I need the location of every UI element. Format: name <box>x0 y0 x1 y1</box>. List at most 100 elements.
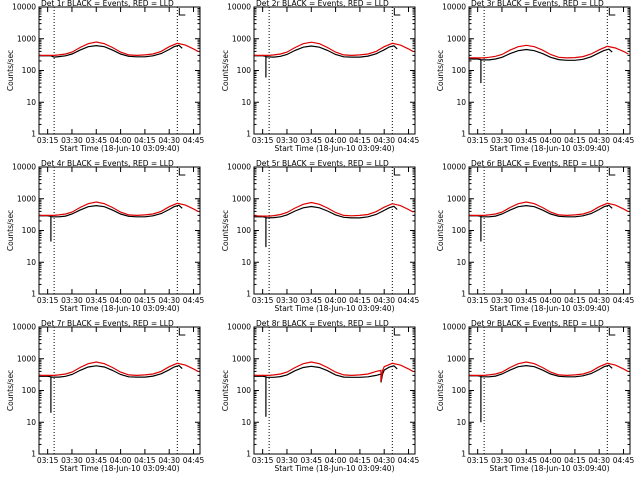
detector-panel: Det 3r BLACK = Events, RED = LLD 1 10 100 10… <box>436 0 635 153</box>
y-tick-label: 1000 <box>447 194 466 203</box>
x-tick-label: 04:00 <box>325 136 347 145</box>
y-tick-label: 10 <box>456 98 466 107</box>
panel-title: Det 4r BLACK = Events, RED = LLD <box>41 159 174 168</box>
plot-frame <box>38 6 201 135</box>
y-tick-label: 10000 <box>12 323 36 332</box>
plot-frame <box>468 166 631 295</box>
x-tick-label: 04:00 <box>540 296 562 305</box>
x-tick-label: 04:00 <box>325 296 347 305</box>
x-tick-label: 04:15 <box>349 296 371 305</box>
x-tick-label: 04:00 <box>110 456 132 465</box>
x-tick-label: 03:45 <box>300 456 322 465</box>
detector-panel: Det 1r BLACK = Events, RED = LLD 1 10 100 10… <box>6 0 205 153</box>
x-tick-label: 04:15 <box>134 456 156 465</box>
y-tick-label: 1 <box>461 450 466 459</box>
x-tick-label: 03:15 <box>37 296 59 305</box>
y-tick-label: 1 <box>246 130 251 139</box>
x-tick-label: 04:45 <box>183 296 205 305</box>
x-tick-label: 04:45 <box>183 136 205 145</box>
x-tick-label: 04:30 <box>158 296 180 305</box>
panel-title: Det 8r BLACK = Events, RED = LLD <box>256 319 389 328</box>
x-tick-label: 03:45 <box>85 136 107 145</box>
y-axis-label: Counts/sec <box>221 370 230 411</box>
y-tick-label: 1000 <box>17 194 36 203</box>
x-tick-label: 03:30 <box>61 296 83 305</box>
y-tick-label: 1 <box>31 450 36 459</box>
x-tick-label: 03:15 <box>467 456 489 465</box>
events-series-line <box>469 48 613 84</box>
lld-series-line <box>469 201 629 217</box>
x-tick-label: 04:15 <box>134 296 156 305</box>
y-tick-label: 1 <box>461 290 466 299</box>
x-tick-label: 04:30 <box>373 456 395 465</box>
detector-panel: Det 7r BLACK = Events, RED = LLD 1 10 100 10… <box>6 319 205 473</box>
x-tick-label: 03:45 <box>85 296 107 305</box>
x-tick-label: 04:00 <box>110 136 132 145</box>
y-tick-label: 10000 <box>227 3 251 12</box>
y-tick-label: 1000 <box>232 354 251 363</box>
panel-title: Det 5r BLACK = Events, RED = LLD <box>256 159 389 168</box>
x-tick-label: 04:15 <box>564 456 586 465</box>
x-tick-label: 03:45 <box>300 136 322 145</box>
detector-panel: Det 9r BLACK = Events, RED = LLD 1 10 100 10… <box>436 319 635 473</box>
events-series-line <box>39 44 183 58</box>
x-tick-label: 04:45 <box>398 136 420 145</box>
y-tick-label: 10000 <box>12 163 36 172</box>
detector-panel: Det 5r BLACK = Events, RED = LLD 1 10 100 10… <box>221 159 420 313</box>
lld-series-line <box>469 44 629 59</box>
plot-frame <box>253 166 416 295</box>
plot-frame <box>253 326 416 455</box>
interval-bracket <box>178 168 186 176</box>
events-series-line <box>39 204 183 242</box>
x-tick-label: 03:15 <box>252 136 274 145</box>
x-tick-label: 04:45 <box>613 296 635 305</box>
detector-panel: Det 8r BLACK = Events, RED = LLD 1 10 100 10… <box>221 319 420 473</box>
x-tick-label: 03:30 <box>491 136 513 145</box>
y-tick-label: 10 <box>26 258 36 267</box>
x-tick-label: 03:30 <box>276 136 298 145</box>
y-tick-label: 1000 <box>447 354 466 363</box>
x-axis-label: Start Time (18-Jun-10 03:09:40) <box>60 144 180 153</box>
x-tick-label: 03:30 <box>61 136 83 145</box>
x-tick-label: 04:45 <box>398 296 420 305</box>
x-tick-label: 04:00 <box>325 456 347 465</box>
x-tick-label: 04:15 <box>349 456 371 465</box>
y-axis-label: Counts/sec <box>436 370 445 411</box>
y-tick-label: 10000 <box>227 163 251 172</box>
x-tick-label: 04:30 <box>158 456 180 465</box>
y-tick-label: 100 <box>22 226 37 235</box>
detector-panel: Det 2r BLACK = Events, RED = LLD 1 10 100 10… <box>221 0 420 153</box>
y-tick-label: 10 <box>26 98 36 107</box>
y-tick-label: 1 <box>246 290 251 299</box>
y-tick-label: 100 <box>237 386 252 395</box>
x-tick-label: 03:45 <box>85 456 107 465</box>
plot-frame <box>468 326 631 455</box>
y-tick-label: 1000 <box>17 34 36 43</box>
y-axis-label: Counts/sec <box>436 50 445 91</box>
panel-title: Det 7r BLACK = Events, RED = LLD <box>41 319 174 328</box>
y-tick-label: 1000 <box>232 194 251 203</box>
y-tick-label: 100 <box>22 386 37 395</box>
y-axis-label: Counts/sec <box>221 210 230 251</box>
x-tick-label: 04:30 <box>588 136 610 145</box>
x-tick-label: 04:45 <box>183 456 205 465</box>
interval-bracket <box>393 8 401 16</box>
x-axis-label: Start Time (18-Jun-10 03:09:40) <box>60 304 180 313</box>
x-tick-label: 04:45 <box>613 136 635 145</box>
x-tick-label: 04:00 <box>540 136 562 145</box>
y-tick-label: 1 <box>31 290 36 299</box>
x-axis-label: Start Time (18-Jun-10 03:09:40) <box>490 464 610 473</box>
y-tick-label: 100 <box>452 226 467 235</box>
x-tick-label: 03:30 <box>61 456 83 465</box>
interval-bracket <box>393 168 401 176</box>
y-tick-label: 10000 <box>12 3 36 12</box>
panel-title: Det 6r BLACK = Events, RED = LLD <box>471 159 604 168</box>
x-axis-label: Start Time (18-Jun-10 03:09:40) <box>490 304 610 313</box>
x-tick-label: 04:30 <box>158 136 180 145</box>
lld-series-line <box>39 41 199 57</box>
events-series-line <box>39 364 183 413</box>
y-tick-label: 100 <box>237 226 252 235</box>
events-series-line <box>469 364 613 423</box>
plot-frame <box>468 6 631 135</box>
